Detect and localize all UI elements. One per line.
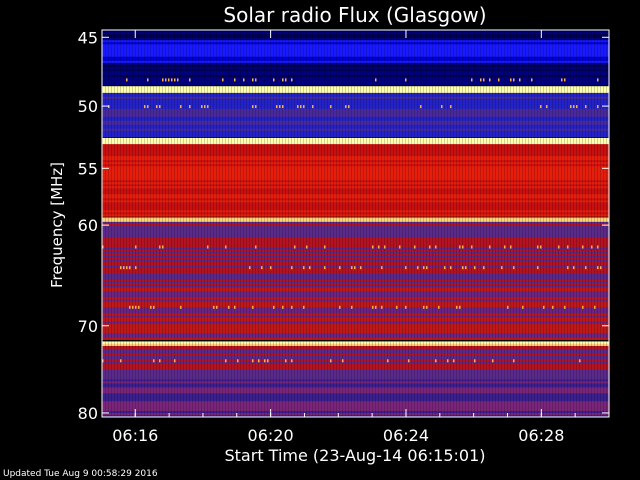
y-axis-label: Frequency [MHz] (48, 162, 66, 288)
y-tick-label: 60 (78, 216, 98, 235)
x-tick-label: 06:20 (248, 426, 294, 445)
spectrogram-plot (101, 29, 610, 418)
chart-title: Solar radio Flux (Glasgow) (223, 3, 486, 27)
y-tick-label: 70 (78, 317, 98, 336)
interference-streaks (102, 78, 602, 363)
updated-timestamp: Updated Tue Aug 9 00:58:29 2016 (3, 469, 158, 479)
y-tick-label: 55 (78, 159, 98, 178)
x-axis: 06:16 06:20 06:24 06:28 (112, 30, 610, 445)
x-tick-label: 06:28 (518, 426, 564, 445)
y-tick-label: 50 (78, 97, 98, 116)
y-tick-label: 80 (78, 404, 98, 423)
x-tick-label: 06:16 (112, 426, 158, 445)
time-texture (102, 30, 609, 417)
y-axis: 45 50 55 60 70 80 (78, 28, 609, 423)
x-axis-label: Start Time (23-Aug-14 06:15:01) (225, 446, 486, 465)
plot-frame (101, 29, 610, 418)
y-tick-label: 45 (78, 28, 98, 47)
x-tick-label: 06:24 (383, 426, 429, 445)
